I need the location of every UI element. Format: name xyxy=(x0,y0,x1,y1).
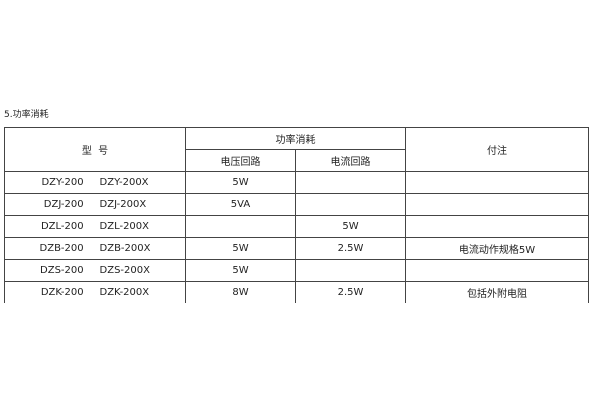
cell-model: DZK-200 DZK-200X xyxy=(4,281,186,303)
cell-note xyxy=(405,215,589,238)
cell-current xyxy=(295,171,406,194)
table-row: DZK-200 DZK-200X 8W 2.5W 包括外附电阻 xyxy=(4,281,589,303)
section-title: 5.功率消耗 xyxy=(4,110,49,120)
cell-current: 2.5W xyxy=(295,281,406,303)
table-row: DZS-200 DZS-200X 5W xyxy=(4,259,589,282)
cell-note: 电流动作规格5W xyxy=(405,237,589,260)
table-row: DZJ-200 DZJ-200X 5VA xyxy=(4,193,589,216)
table-row: DZL-200 DZL-200X 5W xyxy=(4,215,589,238)
cell-model: DZJ-200 DZJ-200X xyxy=(4,193,186,216)
header-row: 型 号 功率消耗 付注 xyxy=(4,127,589,172)
cell-model: DZY-200 DZY-200X xyxy=(4,171,186,194)
header-current-circuit: 电流回路 xyxy=(295,149,406,172)
table-row: DZB-200 DZB-200X 5W 2.5W 电流动作规格5W xyxy=(4,237,589,260)
header-power: 功率消耗 xyxy=(185,127,406,150)
cell-note xyxy=(405,193,589,216)
power-consumption-table: 型 号 功率消耗 付注 电压回路 电流回路 DZY-200 DZY-200X 5W… xyxy=(4,127,589,303)
cell-voltage: 5W xyxy=(185,171,296,194)
cell-current xyxy=(295,193,406,216)
cell-voltage: 5W xyxy=(185,237,296,260)
cell-current: 5W xyxy=(295,215,406,238)
cell-voltage: 8W xyxy=(185,281,296,303)
subheader-row: 电压回路 电流回路 xyxy=(5,149,589,172)
cell-note xyxy=(405,259,589,282)
cell-current: 2.5W xyxy=(295,237,406,260)
cell-voltage: 5W xyxy=(185,259,296,282)
header-note: 付注 xyxy=(405,127,589,172)
cell-note xyxy=(405,171,589,194)
cell-note: 包括外附电阻 xyxy=(405,281,589,303)
cell-voltage xyxy=(185,215,296,238)
header-voltage-circuit: 电压回路 xyxy=(185,149,296,172)
cell-model: DZL-200 DZL-200X xyxy=(4,215,186,238)
cell-model: DZS-200 DZS-200X xyxy=(4,259,186,282)
table-row: DZY-200 DZY-200X 5W xyxy=(4,171,589,194)
cell-model: DZB-200 DZB-200X xyxy=(4,237,186,260)
header-model: 型 号 xyxy=(4,127,186,172)
cell-voltage: 5VA xyxy=(185,193,296,216)
cell-current xyxy=(295,259,406,282)
